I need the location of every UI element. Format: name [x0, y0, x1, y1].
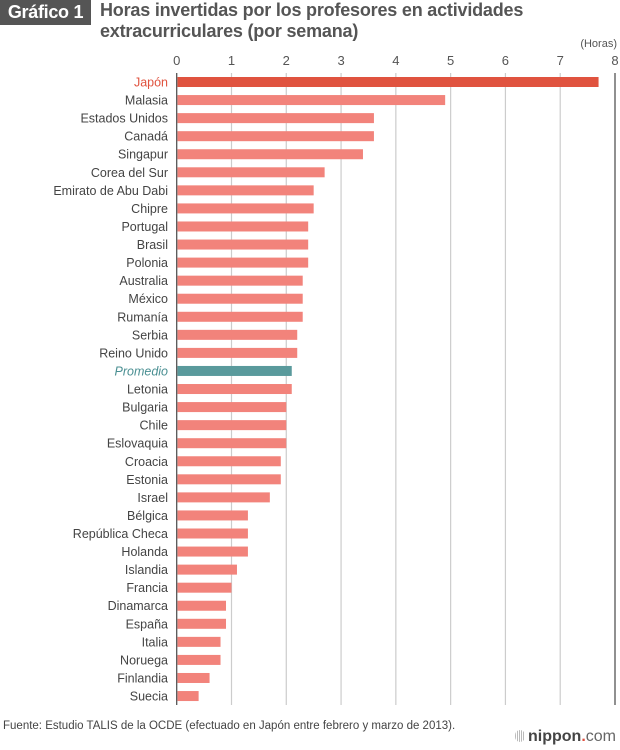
x-tick-label: 1 [228, 53, 235, 68]
category-label: Canadá [124, 130, 168, 144]
category-label: Israel [137, 491, 168, 505]
category-label: Australia [119, 274, 168, 288]
bar [177, 582, 232, 593]
category-label: Chipre [131, 202, 168, 216]
bar [177, 691, 199, 702]
category-label: Bélgica [127, 509, 168, 523]
category-label: Holanda [121, 545, 168, 559]
category-label: Francia [126, 581, 168, 595]
logo-dot: . [581, 728, 586, 745]
bar [177, 347, 298, 358]
category-labels: Japón Malasia Estados Unidos Canadá Singapur… [53, 76, 168, 704]
category-label: Suecia [130, 690, 168, 704]
bar [177, 185, 314, 196]
category-label: Portugal [121, 220, 168, 234]
x-tick-label: 4 [392, 53, 399, 68]
logo-main: nippon [528, 728, 582, 745]
x-axis-ticks: 0 1 2 3 4 5 6 7 8 [173, 53, 619, 68]
bar [177, 239, 309, 250]
x-tick-label: 6 [502, 53, 509, 68]
bar [177, 672, 210, 683]
category-label: Finlandia [117, 671, 168, 685]
nippon-logo-icon [515, 730, 525, 742]
category-label: Estados Unidos [80, 112, 168, 126]
bar [177, 528, 248, 539]
average-bar [177, 365, 292, 376]
bar [177, 311, 303, 322]
category-label: Bulgaria [122, 401, 168, 415]
bar [177, 221, 309, 232]
bar [177, 257, 309, 268]
category-label: Eslovaquia [107, 437, 168, 451]
category-label: Letonia [127, 383, 168, 397]
x-tick-label: 0 [173, 53, 180, 68]
category-label: Emirato de Abu Dabi [53, 184, 168, 198]
bar [177, 95, 446, 106]
chart-title: Horas invertidas por los profesores en a… [100, 0, 524, 41]
bar [177, 546, 248, 557]
chart-number-badge: Gráfico 1 [0, 0, 91, 25]
bar [177, 275, 303, 286]
bar [177, 402, 287, 413]
category-label: Polonia [126, 256, 168, 270]
x-tick-label: 7 [557, 53, 564, 68]
category-label: Reino Unido [99, 346, 168, 360]
category-label: Italia [142, 635, 168, 649]
bar [177, 600, 227, 611]
bar [177, 438, 287, 449]
bars [177, 77, 599, 702]
bar [177, 113, 374, 124]
category-label: Croacia [125, 455, 168, 469]
category-label: Promedio [115, 364, 169, 378]
logo-tld: com [585, 728, 616, 745]
category-label: Singapur [118, 148, 168, 162]
category-label: Brasil [137, 238, 168, 252]
x-tick-label: 3 [337, 53, 344, 68]
category-label: República Checa [73, 527, 168, 541]
bar [177, 654, 221, 665]
bar [177, 293, 303, 304]
category-label: Estonia [126, 473, 168, 487]
bar-chart: 0 1 2 3 4 5 6 7 8 Japón Malasia Estados Unidos Cana… [53, 53, 619, 705]
highlight-bar [177, 77, 599, 87]
bar [177, 474, 281, 485]
x-tick-label: 5 [447, 53, 454, 68]
source-note: Fuente: Estudio TALIS de la OCDE (efectu… [3, 720, 456, 732]
category-label: Rumanía [117, 310, 168, 324]
category-label: Dinamarca [108, 599, 168, 613]
category-label: Islandia [125, 563, 168, 577]
bar [177, 149, 363, 160]
bar [177, 618, 227, 629]
bar [177, 131, 374, 142]
category-label: Malasia [125, 94, 168, 108]
bar [177, 564, 237, 575]
category-label: Noruega [120, 653, 168, 667]
category-label: España [126, 617, 168, 631]
x-tick-label: 2 [283, 53, 290, 68]
category-label: Corea del Sur [91, 166, 168, 180]
bar [177, 203, 314, 214]
category-label: Chile [140, 419, 169, 433]
category-label: Serbia [132, 328, 168, 342]
bar [177, 510, 248, 521]
unit-label: (Horas) [580, 38, 617, 50]
x-tick-label: 8 [611, 53, 618, 68]
category-label: Japón [134, 76, 168, 90]
bar [177, 636, 221, 647]
bar [177, 384, 292, 395]
bar [177, 456, 281, 467]
category-label: México [128, 292, 168, 306]
bar [177, 492, 270, 503]
bar [177, 167, 325, 178]
nippon-logo[interactable]: nippon.com [515, 728, 616, 746]
bar [177, 420, 287, 431]
bar [177, 329, 298, 340]
